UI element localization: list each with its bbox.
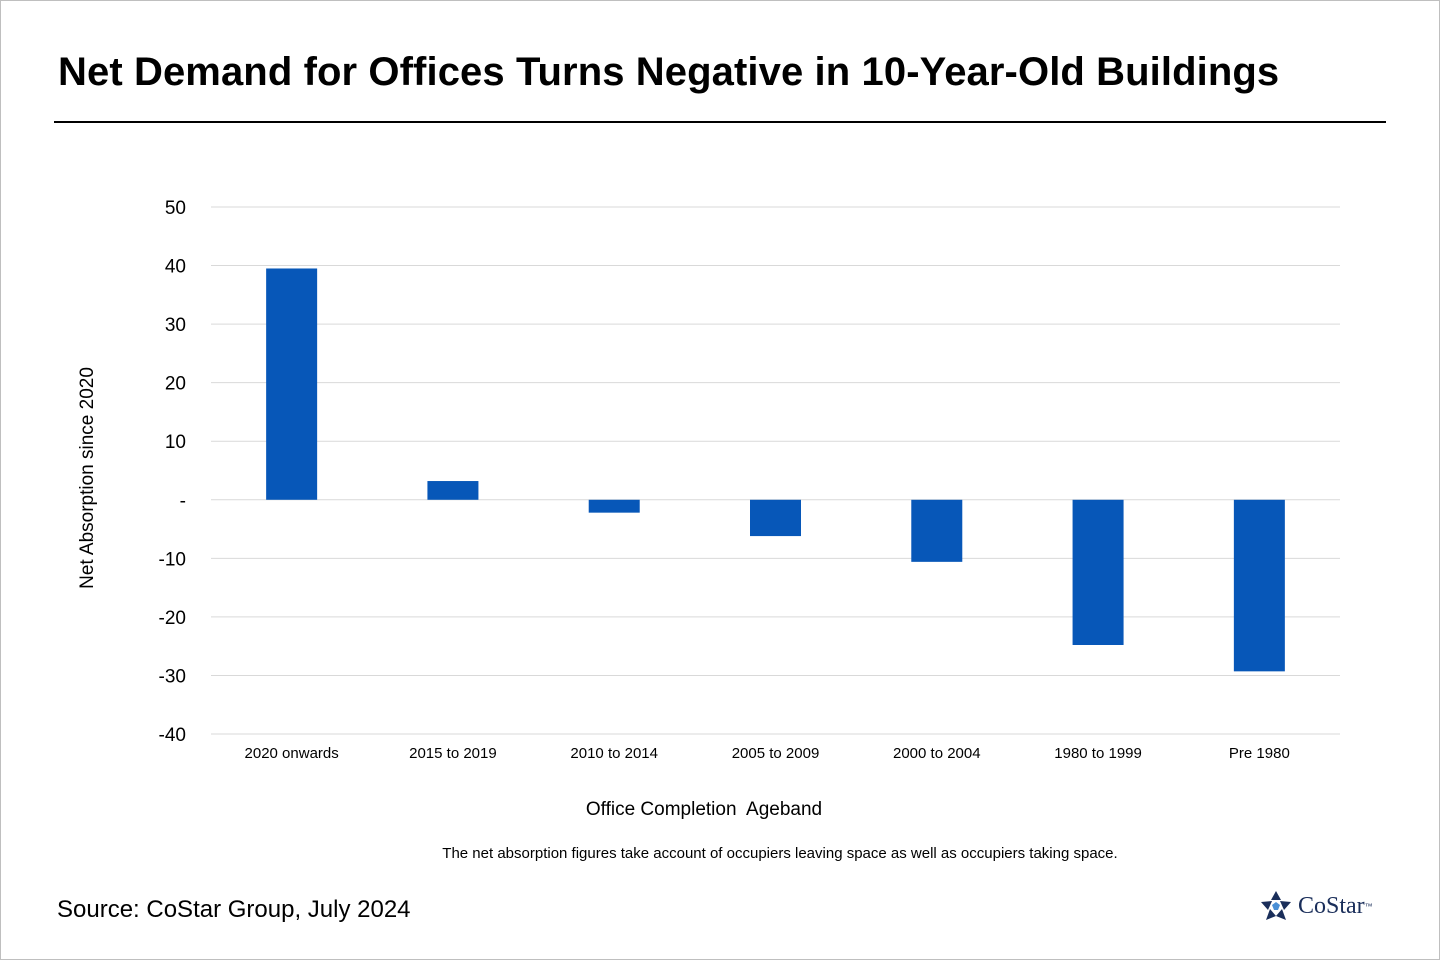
bar [427,481,479,500]
y-axis-label: Net Absorption since 2020 [77,367,98,589]
bar [266,268,318,500]
source-text: Source: CoStar Group, July 2024 [57,896,411,923]
x-axis-label: Office Completion Ageband [586,799,822,820]
y-tick-label: 20 [165,374,186,395]
bars [266,268,1285,672]
y-tick-labels: 50 40 30 20 10 - -10 -20 -30 -40 [159,198,186,746]
chart-title: Net Demand for Offices Turns Negative in… [58,50,1280,94]
x-tick-label: 2015 to 2019 [409,745,497,762]
bar [750,499,801,537]
x-tick-label: 1980 to 1999 [1054,745,1142,762]
y-tick-label: 40 [165,257,186,278]
y-tick-label: -20 [159,608,186,629]
x-tick-labels: 2020 onwards 2015 to 2019 2010 to 2014 2005… [245,745,1290,762]
bar [1072,499,1124,645]
y-tick-label: 30 [165,315,186,336]
y-tick-label: -10 [159,549,186,570]
x-tick-label: 2010 to 2014 [570,745,658,762]
y-tick-label: 50 [165,198,186,219]
logo-trademark: ™ [1364,901,1373,911]
title-divider [54,121,1386,123]
x-tick-label: Pre 1980 [1229,745,1290,762]
bar [911,499,963,562]
gridlines [211,206,1340,735]
y-tick-label: - [180,491,186,512]
logo-wordmark: CoStar [1298,892,1365,919]
bar [1233,499,1285,672]
y-tick-label: -40 [159,725,186,746]
x-tick-label: 2005 to 2009 [732,745,820,762]
costar-star-icon [1261,891,1291,920]
y-tick-label: -30 [159,666,186,687]
costar-logo: CoStar ™ [1260,890,1373,922]
footnote: The net absorption figures take account … [442,845,1118,862]
x-tick-label: 2020 onwards [245,745,339,762]
bar [588,499,640,513]
y-tick-label: 10 [165,432,186,453]
x-tick-label: 2000 to 2004 [893,745,981,762]
